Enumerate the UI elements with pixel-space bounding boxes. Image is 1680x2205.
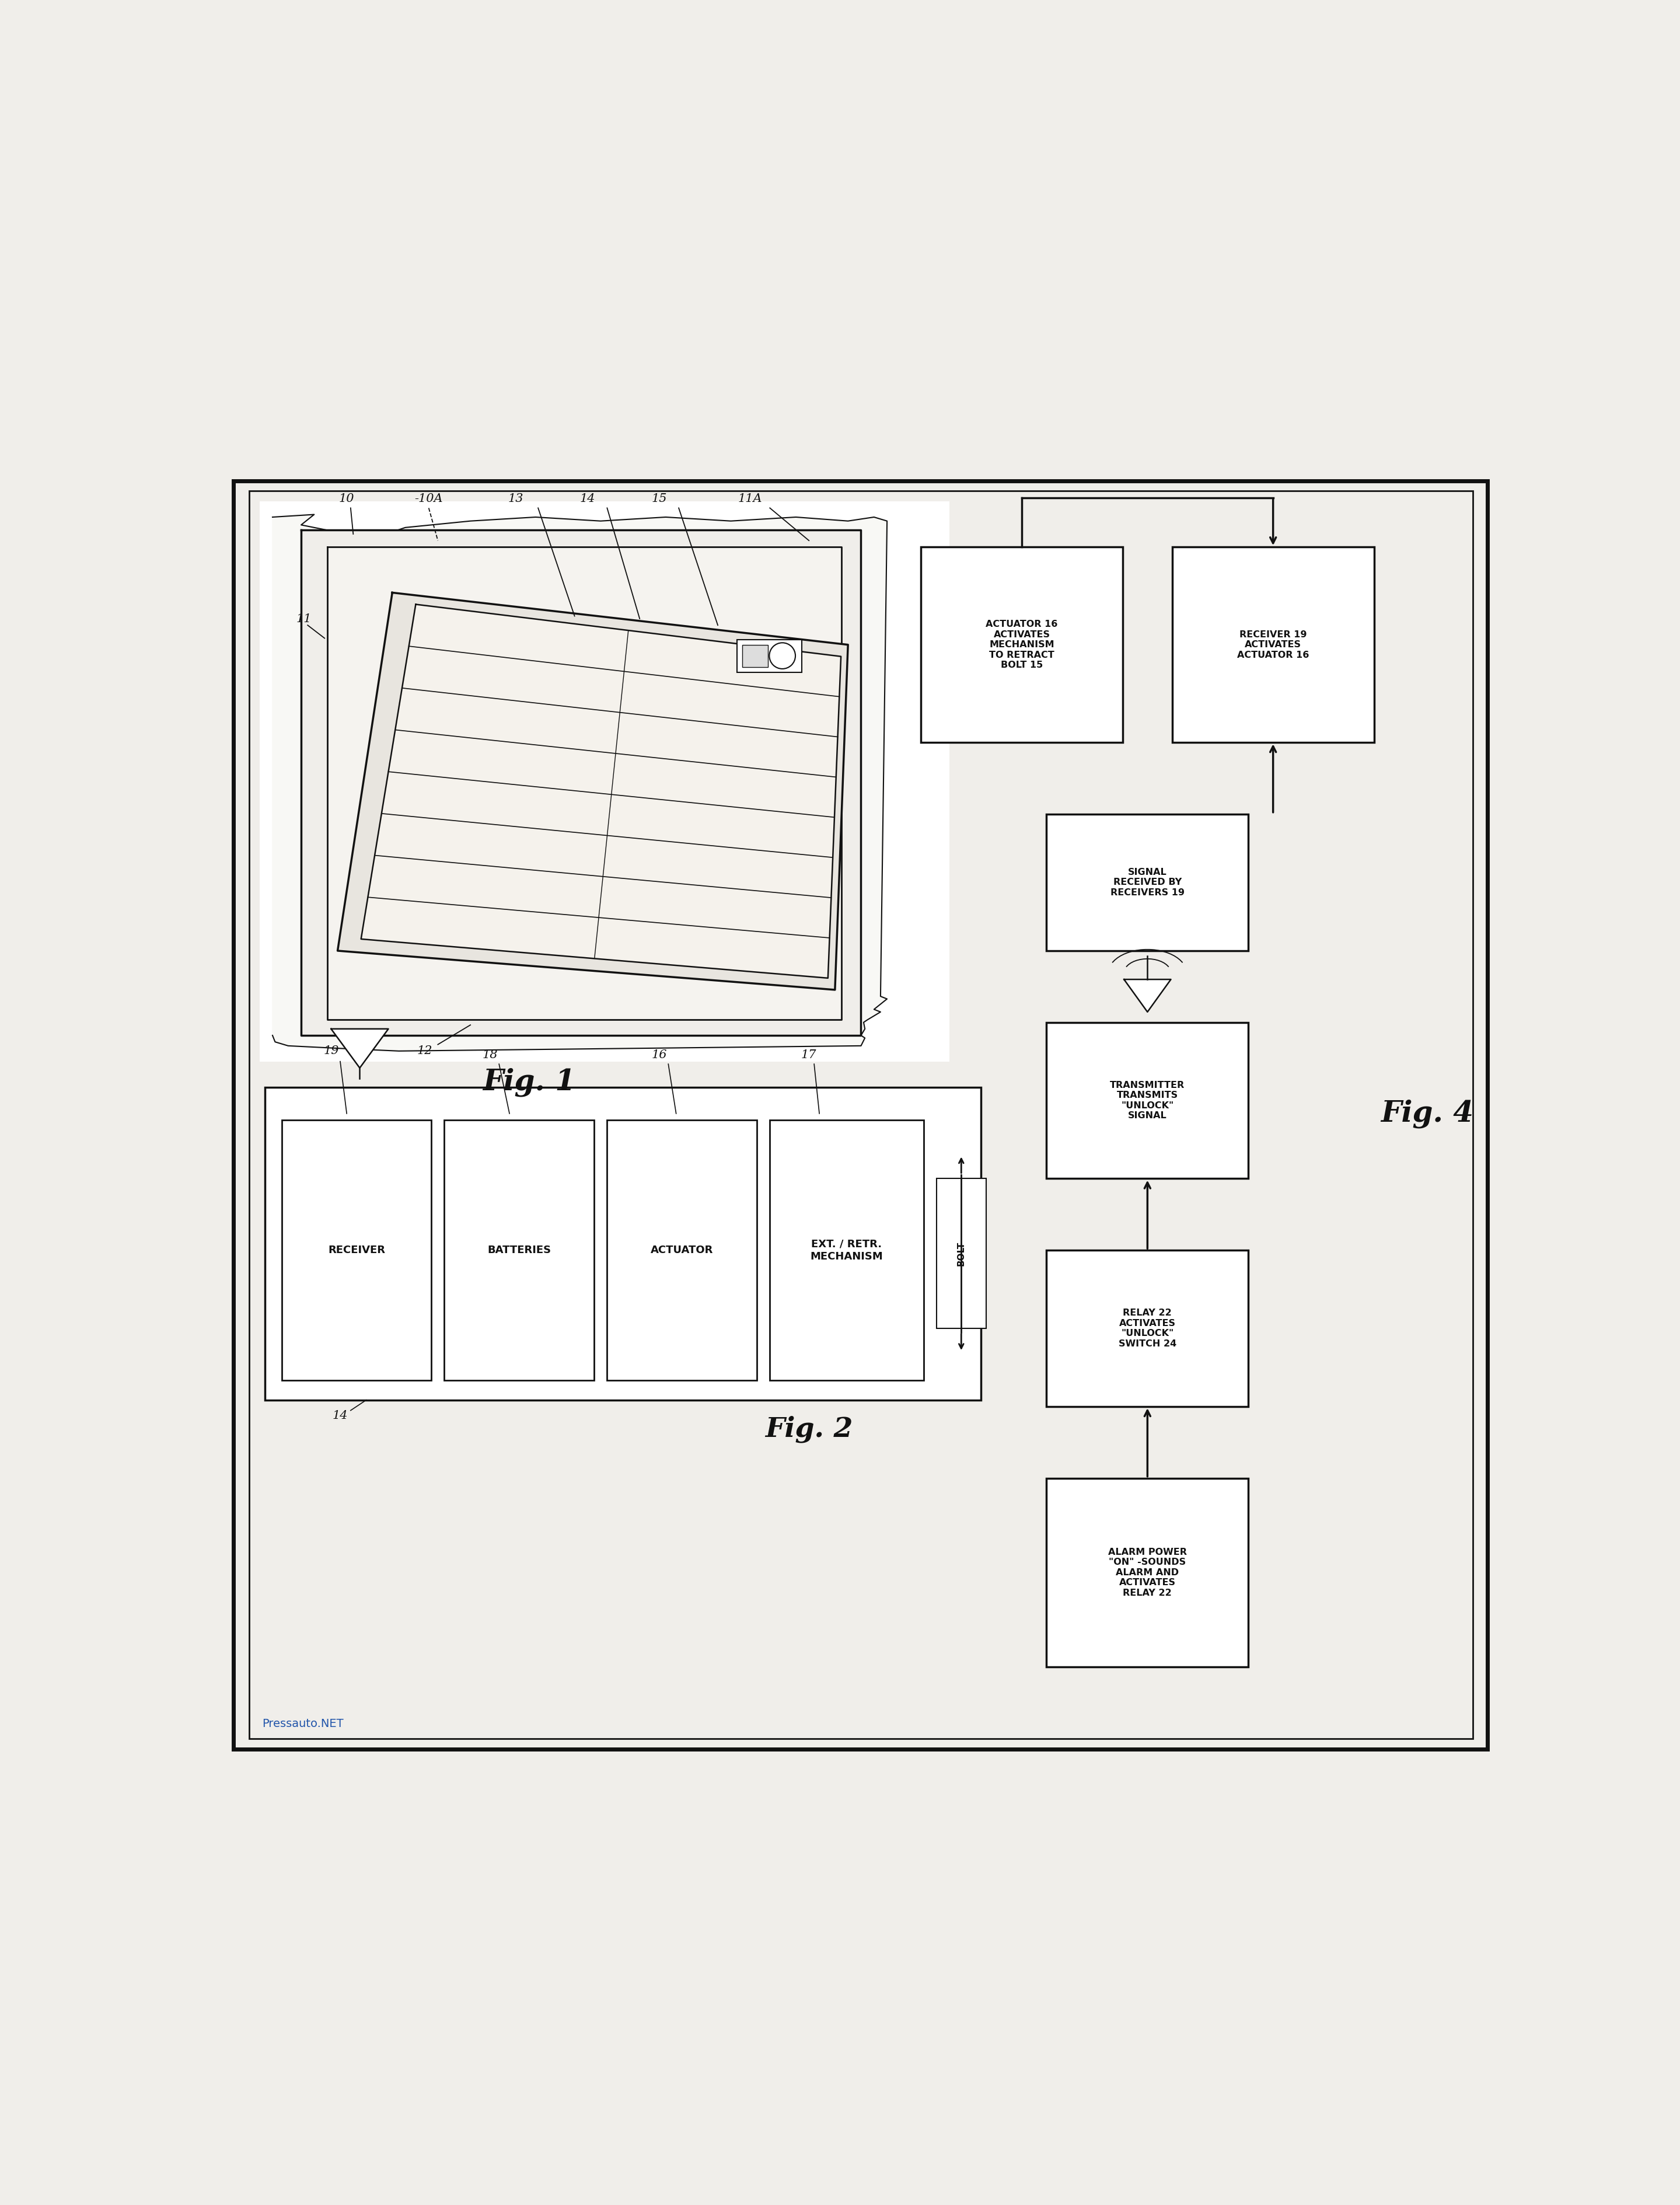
Bar: [738, 639, 801, 673]
Text: BATTERIES: BATTERIES: [487, 1246, 551, 1255]
Text: 15: 15: [652, 494, 667, 505]
Text: 14: 14: [333, 1411, 348, 1422]
Bar: [265, 1087, 981, 1400]
Polygon shape: [361, 604, 842, 979]
Text: 12: 12: [417, 1045, 432, 1056]
Polygon shape: [328, 547, 842, 1019]
Text: 11: 11: [296, 613, 311, 624]
Text: Fig. 4: Fig. 4: [1381, 1098, 1473, 1129]
Polygon shape: [301, 529, 860, 1036]
Bar: [1047, 1023, 1248, 1180]
Text: 10: 10: [339, 494, 354, 505]
Text: ACTUATOR: ACTUATOR: [650, 1246, 714, 1255]
Text: SIGNAL
RECEIVED BY
RECEIVERS 19: SIGNAL RECEIVED BY RECEIVERS 19: [1110, 869, 1184, 897]
Text: Fig. 2: Fig. 2: [764, 1416, 853, 1442]
Text: 16: 16: [652, 1050, 667, 1061]
Polygon shape: [338, 593, 848, 990]
Bar: [444, 1120, 595, 1380]
Text: -10A: -10A: [415, 494, 444, 505]
Polygon shape: [1124, 979, 1171, 1012]
Bar: [259, 501, 949, 1061]
Bar: [282, 1120, 432, 1380]
Text: 19: 19: [323, 1045, 339, 1056]
Bar: [1173, 547, 1374, 743]
Text: Fig. 1: Fig. 1: [482, 1067, 575, 1096]
Text: 11A: 11A: [738, 494, 763, 505]
Text: BOLT: BOLT: [958, 1241, 966, 1266]
Bar: [769, 1120, 924, 1380]
Text: 13: 13: [509, 494, 524, 505]
Polygon shape: [272, 514, 887, 1052]
Bar: [606, 1120, 756, 1380]
Text: ALARM POWER
"ON" -SOUNDS
ALARM AND
ACTIVATES
RELAY 22: ALARM POWER "ON" -SOUNDS ALARM AND ACTIV…: [1109, 1548, 1186, 1596]
Text: 17: 17: [801, 1050, 816, 1061]
Text: 14: 14: [580, 494, 595, 505]
Bar: [921, 547, 1122, 743]
Text: RECEIVER: RECEIVER: [328, 1246, 385, 1255]
Bar: [936, 1180, 986, 1327]
Bar: [1047, 1250, 1248, 1407]
Text: 18: 18: [482, 1050, 497, 1061]
Text: RECEIVER 19
ACTIVATES
ACTUATOR 16: RECEIVER 19 ACTIVATES ACTUATOR 16: [1236, 631, 1309, 659]
Bar: [1047, 814, 1248, 950]
Polygon shape: [331, 1030, 388, 1067]
Bar: [1047, 1477, 1248, 1667]
Text: Pressauto.NET: Pressauto.NET: [262, 1718, 343, 1729]
Bar: [743, 644, 768, 666]
Text: ACTUATOR 16
ACTIVATES
MECHANISM
TO RETRACT
BOLT 15: ACTUATOR 16 ACTIVATES MECHANISM TO RETRA…: [986, 620, 1058, 670]
Text: RELAY 22
ACTIVATES
"UNLOCK"
SWITCH 24: RELAY 22 ACTIVATES "UNLOCK" SWITCH 24: [1119, 1310, 1176, 1347]
Text: EXT. / RETR.
MECHANISM: EXT. / RETR. MECHANISM: [810, 1239, 884, 1261]
Text: TRANSMITTER
TRANSMITS
"UNLOCK"
SIGNAL: TRANSMITTER TRANSMITS "UNLOCK" SIGNAL: [1110, 1080, 1184, 1120]
